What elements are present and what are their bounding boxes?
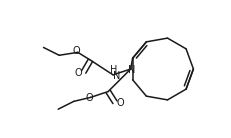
Text: O: O [116,98,123,108]
Text: H: H [110,65,117,75]
Text: N: N [113,71,120,81]
Text: O: O [73,46,80,56]
Text: N: N [128,65,135,75]
Text: O: O [85,93,93,103]
Text: O: O [75,68,82,78]
